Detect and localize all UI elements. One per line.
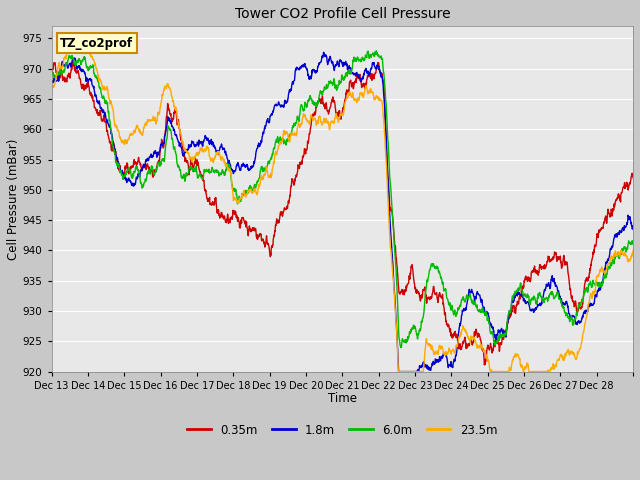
1.8m	[612, 231, 620, 237]
Text: TZ_co2prof: TZ_co2prof	[60, 36, 134, 49]
Line: 6.0m: 6.0m	[52, 51, 633, 348]
0.35m	[612, 197, 620, 203]
23.5m	[69, 32, 77, 37]
23.5m	[506, 367, 514, 373]
0.35m	[69, 58, 77, 63]
Legend: 0.35m, 1.8m, 6.0m, 23.5m: 0.35m, 1.8m, 6.0m, 23.5m	[182, 419, 502, 441]
6.0m	[397, 345, 404, 350]
0.35m	[77, 85, 85, 91]
Line: 23.5m: 23.5m	[52, 35, 633, 372]
23.5m	[77, 42, 85, 48]
1.8m	[629, 223, 637, 229]
1.8m	[331, 65, 339, 71]
1.8m	[48, 78, 56, 84]
23.5m	[316, 113, 323, 119]
6.0m	[372, 48, 380, 54]
0.35m	[613, 197, 621, 203]
6.0m	[48, 72, 56, 78]
Line: 1.8m: 1.8m	[52, 52, 633, 372]
1.8m	[613, 234, 621, 240]
6.0m	[613, 253, 621, 259]
1.8m	[506, 308, 514, 314]
6.0m	[330, 77, 338, 83]
23.5m	[613, 252, 621, 258]
0.35m	[629, 175, 637, 180]
X-axis label: Time: Time	[328, 392, 357, 405]
23.5m	[629, 248, 637, 253]
6.0m	[612, 251, 620, 257]
Title: Tower CO2 Profile Cell Pressure: Tower CO2 Profile Cell Pressure	[234, 7, 450, 21]
6.0m	[629, 241, 637, 247]
0.35m	[481, 362, 488, 368]
1.8m	[320, 49, 328, 55]
1.8m	[315, 60, 323, 66]
6.0m	[506, 310, 514, 315]
0.35m	[506, 314, 514, 320]
23.5m	[331, 117, 339, 122]
0.35m	[331, 100, 339, 106]
6.0m	[77, 60, 85, 65]
0.35m	[316, 96, 323, 101]
23.5m	[48, 84, 56, 90]
23.5m	[612, 253, 620, 259]
0.35m	[48, 72, 56, 78]
1.8m	[395, 369, 403, 374]
Y-axis label: Cell Pressure (mBar): Cell Pressure (mBar)	[7, 138, 20, 260]
23.5m	[394, 369, 402, 374]
1.8m	[77, 68, 85, 74]
6.0m	[315, 96, 323, 101]
Line: 0.35m: 0.35m	[52, 60, 633, 365]
